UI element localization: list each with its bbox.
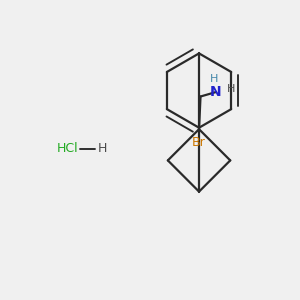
Text: N: N xyxy=(210,85,222,99)
Text: HCl: HCl xyxy=(57,142,79,155)
Text: Br: Br xyxy=(192,136,206,149)
Text: H: H xyxy=(227,84,235,94)
Text: H: H xyxy=(98,142,107,155)
Text: H: H xyxy=(209,74,218,84)
